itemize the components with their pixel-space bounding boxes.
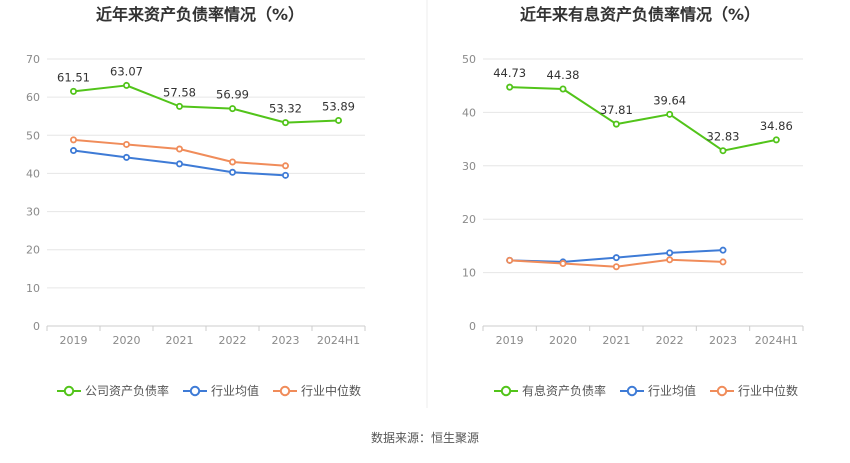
x-tick-label: 2024H1 [755, 334, 798, 347]
data-point [228, 105, 236, 113]
x-tick-label: 2020 [549, 334, 577, 347]
data-point [228, 168, 236, 176]
legend-swatch-marker [189, 385, 201, 397]
y-tick-label: 50 [26, 129, 40, 142]
legend-swatch-marker [63, 385, 75, 397]
y-tick-label: 20 [26, 244, 40, 257]
chart-2: 近年来有息资产负债率情况（%） 0 10 20 30 40 50 2019 2020 2021 20… [462, 5, 804, 398]
data-point [666, 110, 674, 118]
legend-item-3: 行业中位数 [710, 383, 798, 398]
data-point [666, 249, 674, 257]
data-label: 32.83 [707, 130, 740, 144]
y-tick-label: 70 [26, 53, 40, 66]
data-point [719, 258, 727, 266]
data-point [612, 254, 620, 262]
legend-label: 行业中位数 [301, 383, 361, 398]
data-point [772, 136, 780, 144]
legend-swatch-marker [279, 385, 291, 397]
x-tick-label: 2023 [272, 334, 300, 347]
y-tick-label: 20 [462, 213, 476, 226]
data-point [612, 263, 620, 271]
legend-swatch-marker [626, 385, 638, 397]
data-label: 63.07 [110, 64, 143, 78]
legend-item-1: 公司资产负债率 [57, 383, 169, 398]
series-line-1 [73, 84, 339, 124]
x-tick-label: 2021 [166, 334, 194, 347]
chart-title: 近年来有息资产负债率情况（%） [520, 5, 760, 24]
data-point [70, 136, 78, 144]
data-label: 44.38 [547, 68, 580, 82]
y-tick-label: 0 [33, 320, 40, 333]
x-tick-label: 2023 [709, 334, 737, 347]
y-tick-label: 60 [26, 91, 40, 104]
data-point [334, 116, 342, 124]
legend-item-2: 行业均值 [183, 383, 259, 398]
data-point [70, 147, 78, 155]
data-label: 37.81 [600, 103, 633, 117]
y-tick-label: 40 [26, 167, 40, 180]
data-label: 61.51 [57, 70, 90, 84]
legend-item-2: 行业均值 [620, 383, 696, 398]
y-tick-label: 50 [462, 53, 476, 66]
data-point [175, 145, 183, 153]
data-label: 53.32 [269, 102, 302, 116]
data-point [506, 256, 514, 264]
x-tick-label: 2022 [656, 334, 684, 347]
legend-label: 有息资产负债率 [522, 383, 606, 398]
data-label: 56.99 [216, 88, 249, 102]
data-label: 57.58 [163, 85, 196, 99]
data-point [281, 162, 289, 170]
data-point [123, 140, 131, 148]
y-tick-label: 30 [26, 206, 40, 219]
data-point [70, 87, 78, 95]
data-point [719, 246, 727, 254]
chart-title: 近年来资产负债率情况（%） [96, 5, 304, 24]
data-point [666, 256, 674, 264]
legend-label: 行业中位数 [738, 383, 798, 398]
x-tick-label: 2021 [602, 334, 630, 347]
y-tick-label: 10 [462, 267, 476, 280]
legend-label: 行业均值 [211, 383, 259, 398]
data-point [281, 119, 289, 127]
data-point [506, 83, 514, 91]
data-label: 53.89 [322, 99, 355, 113]
x-tick-label: 2022 [219, 334, 247, 347]
data-label: 39.64 [653, 93, 686, 107]
legend-item-3: 行业中位数 [273, 383, 361, 398]
data-point [612, 120, 620, 128]
x-tick-label: 2019 [496, 334, 524, 347]
legend-label: 行业均值 [648, 383, 696, 398]
data-point [123, 153, 131, 161]
data-label: 34.86 [760, 119, 793, 133]
data-point [228, 158, 236, 166]
data-point [175, 160, 183, 168]
data-label: 44.73 [493, 66, 526, 80]
legend-swatch-marker [716, 385, 728, 397]
data-point [281, 171, 289, 179]
data-point [559, 85, 567, 93]
data-point [123, 81, 131, 89]
y-tick-label: 10 [26, 282, 40, 295]
data-point [175, 102, 183, 110]
data-point [559, 260, 567, 268]
y-tick-label: 0 [469, 320, 476, 333]
series-line-1 [509, 86, 777, 152]
chart-1: 近年来资产负债率情况（%） 0 10 20 30 40 50 60 70 2019 2020 2021… [26, 5, 366, 398]
legend-item-1: 有息资产负债率 [494, 383, 606, 398]
data-point [719, 147, 727, 155]
x-tick-label: 2020 [113, 334, 141, 347]
legend-label: 公司资产负债率 [85, 383, 169, 398]
x-tick-label: 2024H1 [317, 334, 360, 347]
y-tick-label: 40 [462, 106, 476, 119]
source-note: 数据来源：恒生聚源 [371, 430, 479, 445]
y-tick-label: 30 [462, 160, 476, 173]
legend-swatch-marker [500, 385, 512, 397]
x-tick-label: 2019 [60, 334, 88, 347]
